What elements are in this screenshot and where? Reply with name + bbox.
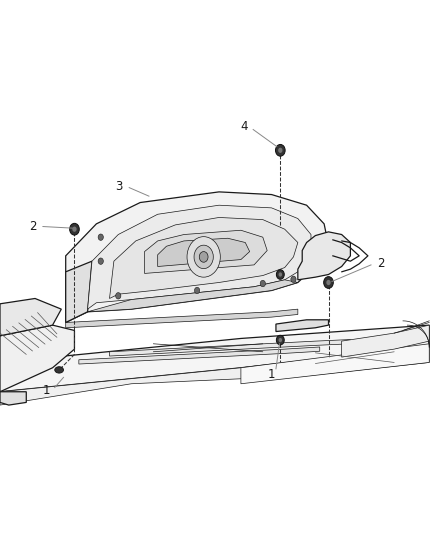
Polygon shape: [0, 346, 429, 405]
Circle shape: [70, 223, 79, 235]
Circle shape: [276, 270, 284, 279]
Polygon shape: [79, 347, 320, 364]
Polygon shape: [145, 230, 267, 273]
Circle shape: [324, 277, 333, 288]
Polygon shape: [66, 309, 298, 328]
Text: 2: 2: [377, 257, 385, 270]
Circle shape: [276, 335, 284, 345]
Circle shape: [194, 287, 200, 294]
Polygon shape: [66, 192, 328, 322]
Circle shape: [199, 252, 208, 262]
Text: 4: 4: [240, 120, 248, 133]
Polygon shape: [0, 392, 26, 405]
Circle shape: [279, 272, 282, 277]
Text: 1: 1: [42, 384, 50, 397]
Polygon shape: [0, 325, 74, 392]
Circle shape: [291, 276, 296, 282]
Circle shape: [194, 245, 213, 269]
Circle shape: [278, 148, 283, 153]
Text: 1: 1: [268, 368, 276, 381]
Polygon shape: [342, 325, 429, 357]
Polygon shape: [0, 325, 429, 392]
Polygon shape: [110, 217, 298, 298]
Circle shape: [260, 280, 265, 287]
Text: 2: 2: [29, 220, 37, 233]
Ellipse shape: [55, 367, 64, 373]
Polygon shape: [298, 232, 350, 280]
Circle shape: [72, 227, 77, 232]
Polygon shape: [0, 298, 61, 336]
Circle shape: [279, 338, 282, 342]
Circle shape: [116, 293, 121, 299]
Text: 3: 3: [116, 180, 123, 193]
Polygon shape: [158, 238, 250, 266]
Circle shape: [326, 280, 331, 285]
Polygon shape: [88, 205, 311, 309]
Circle shape: [98, 234, 103, 240]
Circle shape: [187, 237, 220, 277]
Polygon shape: [276, 320, 328, 332]
Polygon shape: [88, 280, 298, 312]
Circle shape: [98, 258, 103, 264]
Polygon shape: [110, 340, 350, 356]
Circle shape: [276, 144, 285, 156]
Polygon shape: [66, 261, 92, 322]
Polygon shape: [241, 344, 429, 384]
